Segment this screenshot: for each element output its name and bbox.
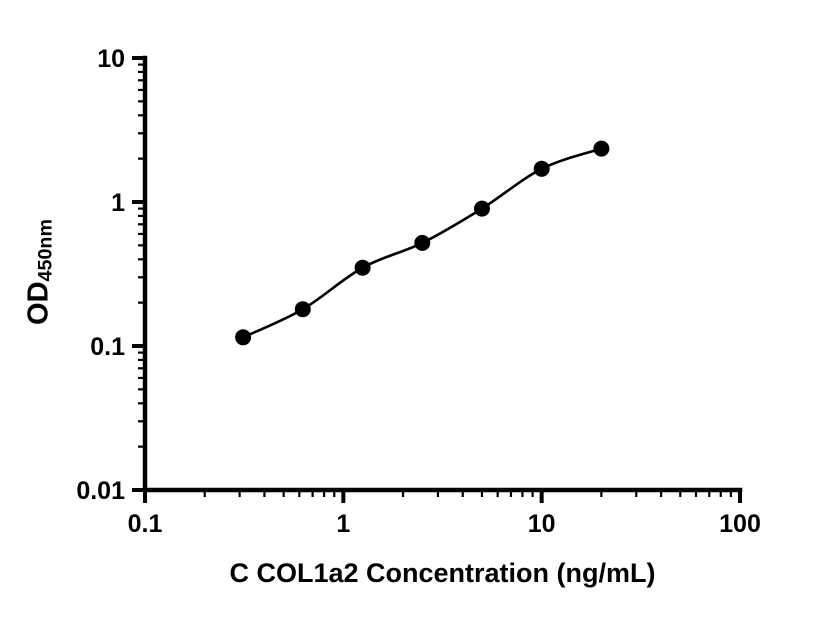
y-axis-title-subscript: 450nm	[34, 219, 57, 282]
data-point	[414, 234, 431, 251]
x-tick-label: 1	[336, 510, 350, 538]
data-point	[354, 259, 371, 276]
y-axis-title: OD450nm	[22, 219, 57, 325]
axes-lines	[142, 55, 743, 493]
x-axis-title: C COL1a2 Concentration (ng/mL)	[229, 558, 656, 588]
data-point	[593, 140, 610, 157]
y-tick-label: 10	[97, 45, 125, 73]
y-axis-title-main: OD	[22, 281, 55, 325]
data-point	[235, 329, 252, 346]
x-tick-label: 10	[528, 510, 556, 538]
y-tick-label: 1	[111, 189, 125, 217]
data-point	[294, 301, 311, 318]
y-tick-label: 0.1	[90, 333, 125, 361]
x-tick-label: 0.1	[128, 510, 163, 538]
data-point	[533, 160, 550, 177]
data-point	[474, 200, 490, 217]
x-tick-label: 100	[719, 510, 761, 538]
y-tick-label: 0.01	[76, 477, 125, 505]
